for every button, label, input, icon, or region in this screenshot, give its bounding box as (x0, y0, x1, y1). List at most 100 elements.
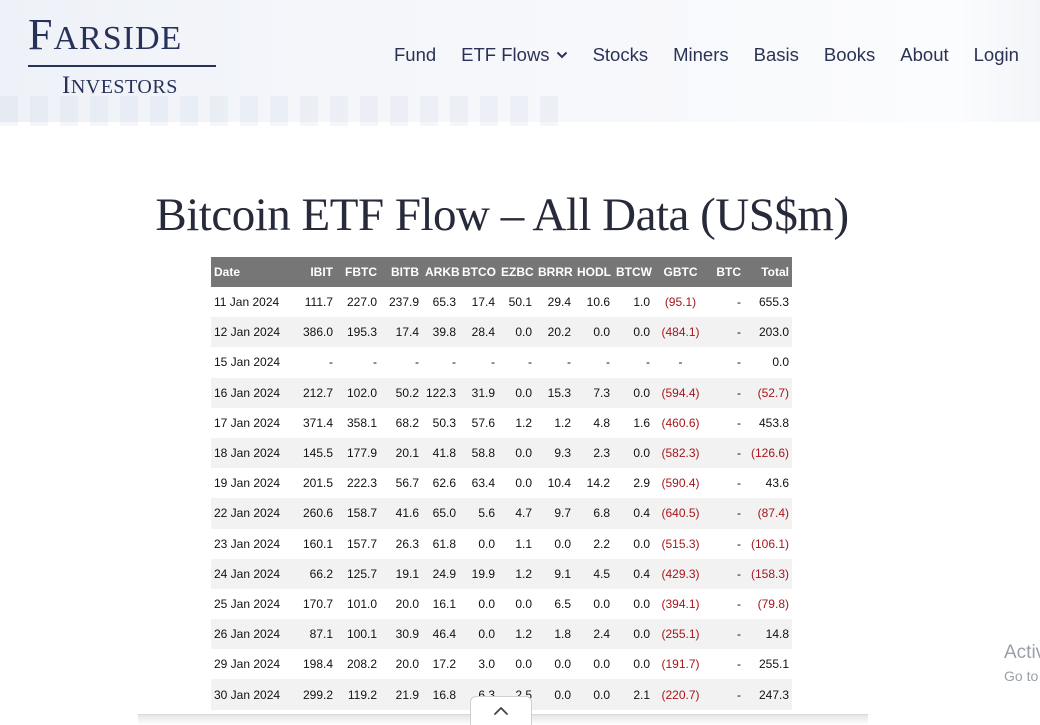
table-cell: 14.2 (574, 468, 613, 499)
nav-fund[interactable]: Fund (394, 44, 436, 66)
table-cell: 453.8 (744, 407, 792, 438)
table-cell: (255.1) (653, 619, 708, 650)
table-cell: 0.0 (498, 377, 535, 408)
table-cell: 145.5 (291, 437, 336, 469)
table-cell: 1.2 (498, 407, 535, 438)
table-cell: 160.1 (291, 528, 336, 559)
table-cell: (429.3) (653, 558, 708, 589)
table-row: 23 Jan 2024 160.1 157.7 26.3 61.8 0.0 1.1 0.0 2.… (211, 528, 792, 559)
table-cell: 0.0 (459, 528, 498, 559)
table-cell: 125.7 (336, 558, 380, 589)
table-cell: 0.0 (535, 528, 574, 559)
nav-label: ETF Flows (461, 44, 550, 65)
table-cell: 22 Jan 2024 (211, 498, 291, 529)
table-cell: 4.8 (574, 407, 613, 438)
farside-logo[interactable]: FARSIDE INVESTORS (28, 10, 218, 100)
table-cell: (484.1) (653, 317, 708, 348)
table-cell: 58.8 (459, 437, 498, 469)
table-cell: (126.6) (744, 437, 792, 469)
table-cell: - (708, 287, 744, 318)
table-cell: 0.0 (574, 588, 613, 620)
table-cell: (191.7) (653, 649, 708, 680)
column-header-btcw: BTCW (613, 257, 653, 287)
scroll-to-top-button[interactable] (470, 696, 532, 725)
table-row: 30 Jan 2024 299.2 119.2 21.9 16.8 6.3 2.5 0.0 0.… (211, 679, 792, 710)
table-cell: 122.3 (422, 377, 459, 408)
table-cell: 20.0 (380, 649, 422, 680)
table-cell: - (498, 347, 535, 378)
table-cell: 0.0 (498, 468, 535, 499)
column-header-gbtc: GBTC (653, 257, 708, 287)
table-cell: 260.6 (291, 498, 336, 529)
table-cell: - (459, 347, 498, 378)
table-cell: 7.3 (574, 377, 613, 408)
table-cell: 2.2 (574, 528, 613, 559)
table-cell: 2.9 (613, 468, 653, 499)
table-cell: - (708, 558, 744, 589)
table-cell: 170.7 (291, 588, 336, 620)
nav-login[interactable]: Login (974, 44, 1019, 66)
table-cell: 1.2 (498, 558, 535, 589)
site-header: FARSIDE INVESTORS Fund ETF Flows Stocks Min… (0, 0, 1040, 126)
table-cell: 195.3 (336, 317, 380, 348)
table-row: 17 Jan 2024 371.4 358.1 68.2 50.3 57.6 1.2 1.2 4… (211, 407, 792, 438)
table-cell: 157.7 (336, 528, 380, 559)
table-cell: 2.3 (574, 437, 613, 469)
table-row: 22 Jan 2024 260.6 158.7 41.6 65.0 5.6 4.7 9.7 6.… (211, 498, 792, 529)
table-cell: 4.5 (574, 558, 613, 589)
table-cell: 0.0 (613, 437, 653, 469)
etf-flow-table: Date IBIT FBTC BITB ARKB BTCO EZBC BRRR HODL BTCW… (211, 257, 792, 710)
nav-basis[interactable]: Basis (754, 44, 799, 66)
table-cell: - (291, 347, 336, 378)
table-cell: 177.9 (336, 437, 380, 469)
table-cell: 63.4 (459, 468, 498, 499)
table-cell: 16.8 (422, 679, 459, 710)
table-cell: (582.3) (653, 437, 708, 469)
table-cell: 65.0 (422, 498, 459, 529)
nav-about[interactable]: About (900, 44, 948, 66)
chevron-down-icon (556, 51, 567, 59)
table-cell: 0.0 (535, 679, 574, 710)
table-cell: 20.0 (380, 588, 422, 620)
nav-stocks[interactable]: Stocks (593, 44, 649, 66)
table-cell: - (708, 317, 744, 348)
nav-label: Basis (753, 44, 799, 65)
nav-books[interactable]: Books (824, 44, 875, 66)
table-cell: 6.5 (535, 588, 574, 620)
table-cell: 50.2 (380, 377, 422, 408)
table-cell: 30 Jan 2024 (211, 679, 291, 710)
nav-miners[interactable]: Miners (673, 44, 729, 66)
table-cell: 237.9 (380, 287, 422, 318)
table-cell: 111.7 (291, 287, 336, 318)
table-cell: 1.8 (535, 619, 574, 650)
table-cell: 31.9 (459, 377, 498, 408)
table-cell: 57.6 (459, 407, 498, 438)
table-cell: 6.8 (574, 498, 613, 529)
nav-etf-flows[interactable]: ETF Flows (461, 44, 567, 66)
table-cell: 62.6 (422, 468, 459, 499)
column-header-btco: BTCO (459, 257, 498, 287)
column-header-btc: BTC (708, 257, 744, 287)
table-cell: 0.0 (613, 649, 653, 680)
main-nav: Fund ETF Flows Stocks Miners Basis Books About… (394, 44, 1019, 66)
table-cell: 17.4 (459, 287, 498, 318)
nav-label: Books (823, 44, 876, 65)
table-cell: (594.4) (653, 377, 708, 408)
nav-label: Miners (673, 44, 729, 65)
table-cell: 386.0 (291, 317, 336, 348)
table-cell: 19.1 (380, 558, 422, 589)
table-header-row: Date IBIT FBTC BITB ARKB BTCO EZBC BRRR HODL BTCW… (211, 257, 792, 287)
table-cell: - (708, 649, 744, 680)
table-cell: (87.4) (744, 498, 792, 529)
table-cell: 39.8 (422, 317, 459, 348)
table-cell: 1.2 (498, 619, 535, 650)
table-cell: 19 Jan 2024 (211, 468, 291, 499)
table-row: 12 Jan 2024 386.0 195.3 17.4 39.8 28.4 0.0 20.2… (211, 317, 792, 348)
table-cell: 46.4 (422, 619, 459, 650)
table-row: 25 Jan 2024 170.7 101.0 20.0 16.1 0.0 0.0 6.5 0.… (211, 588, 792, 620)
chevron-up-icon (494, 707, 508, 715)
nav-label: Login (973, 44, 1019, 65)
table-cell: 56.7 (380, 468, 422, 499)
table-cell: 9.3 (535, 437, 574, 469)
table-cell: - (708, 679, 744, 710)
